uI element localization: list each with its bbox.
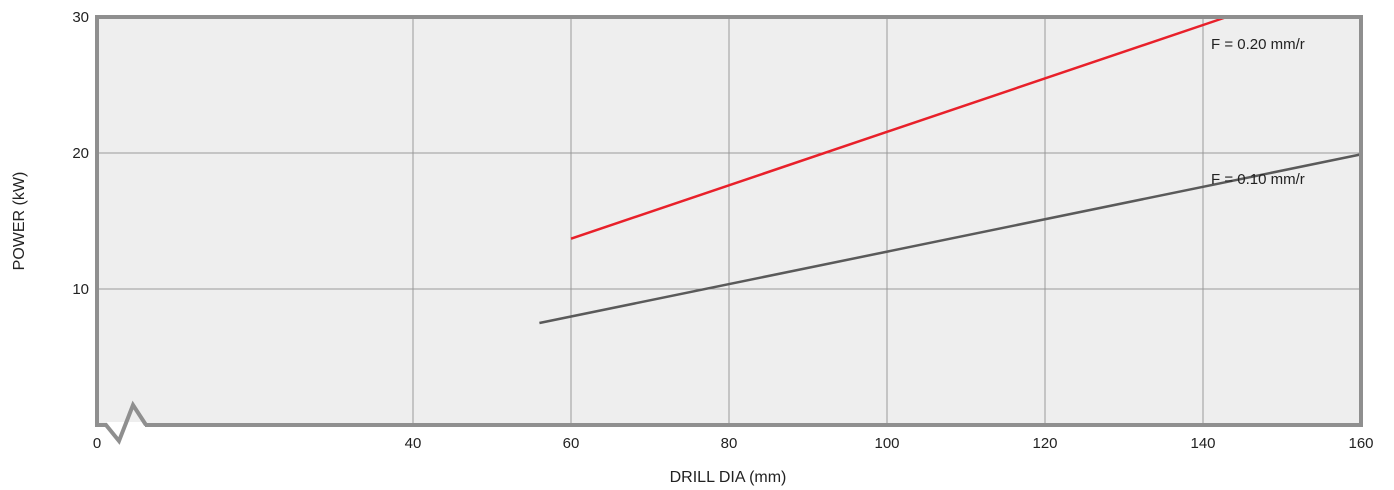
x-tick-label: 140 [1190,435,1215,452]
x-tick-label: 0 [93,435,101,452]
series-label-0: F = 0.20 mm/r [1211,36,1305,53]
y-tick-label: 10 [72,281,89,298]
x-tick-label: 60 [563,435,580,452]
x-tick-label: 120 [1032,435,1057,452]
axis-break-symbol [97,400,148,445]
series-label-1: F = 0.10 mm/r [1211,171,1305,188]
y-tick-label: 20 [72,145,89,162]
series-lines [539,15,1362,325]
y-tick-label: 30 [72,9,89,26]
x-tick-labels: 0 40 60 80 100 120 140 160 [93,435,1374,452]
x-tick-label: 40 [405,435,422,452]
x-tick-label: 100 [874,435,899,452]
y-tick-labels: 10 20 30 [72,9,89,298]
series-line-1 [539,153,1362,325]
plot-frame [95,15,1363,427]
grid-lines [97,17,1361,425]
y-axis-label: POWER (kW) [11,172,28,271]
series-labels: F = 0.20 mm/r F = 0.10 mm/r [1211,36,1305,188]
x-tick-label: 80 [721,435,738,452]
x-tick-label: 160 [1348,435,1373,452]
x-axis-label: DRILL DIA (mm) [670,469,787,486]
series-line-0 [570,15,1228,240]
